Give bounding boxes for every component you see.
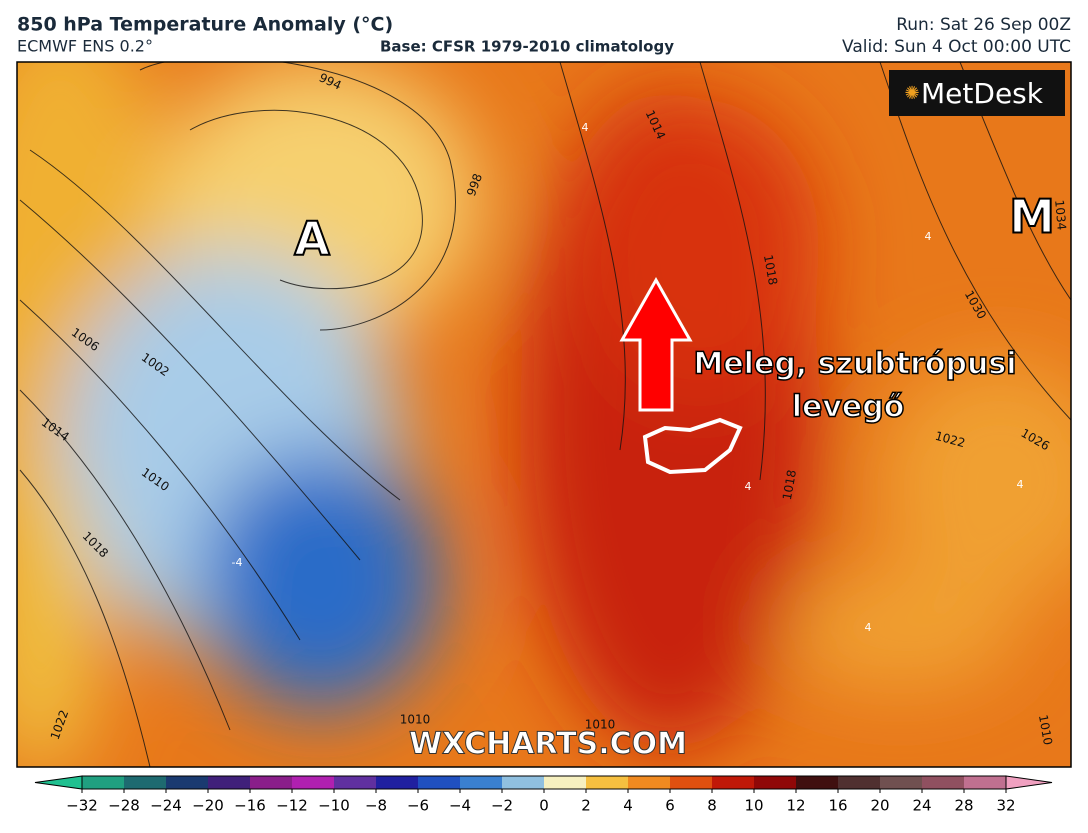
colorbar-tick-label: 6 [665,797,675,815]
colorbar-segment [838,776,881,789]
isobar-label: 1034 [1052,199,1069,231]
anomaly-label: 4 [925,230,932,243]
annotation: Meleg, szubtrópusi [693,347,1016,382]
colorbar-tick-label: −20 [192,797,224,815]
isobar-label: 1018 [780,469,799,502]
colorbar-tick-label: 16 [828,797,847,815]
high-label: M [1009,190,1055,244]
colorbar-tick-label: 4 [623,797,633,815]
colorbar-segment [670,776,713,789]
isobar-label: 1010 [400,713,431,727]
colorbar-segment [292,776,335,789]
colorbar: −32 −28 −24 −20 −16 −12 −10 −8 −6 −4 −2 0 2 4 6 8 10 12 16… [34,775,1053,815]
map: ✺ MetDesk WXCHARTS.COM M A Meleg, szubtr… [17,62,1071,767]
colorbar-tick-label: 20 [870,797,889,815]
anomaly-label: 4 [865,621,872,634]
colorbar-tick-label: 12 [786,797,805,815]
colorbar-segment [964,776,1007,789]
colorbar-tick-label: −6 [407,797,429,815]
isobars [19,62,1071,767]
colorbar-tick-label: 10 [744,797,763,815]
colorbar-segment [922,776,965,789]
map-frame [16,61,1072,768]
colorbar-segment [796,776,839,789]
colorbar-segment [418,776,461,789]
colorbar-tick-label: −8 [365,797,387,815]
colorbar-tick-label: 8 [707,797,717,815]
arrow [619,276,693,412]
isobar-label: 1010 [1036,714,1055,747]
colorbar-tick-label: −12 [276,797,308,815]
anomaly-label: 4 [582,121,589,134]
base: Base: CFSR 1979-2010 climatology [380,38,674,56]
colorbar-end [1005,775,1053,790]
logo-icon: ✺ [904,83,919,104]
anomaly-field [17,62,1071,767]
colorbar-segment [754,776,797,789]
colorbar-segment [334,776,377,789]
isobar-label: 1018 [761,254,780,287]
anomaly-label: 4 [1017,478,1024,491]
colorbar-tick-label: −28 [108,797,140,815]
colorbar-segment [628,776,671,789]
annotation: levegő [792,390,905,425]
colorbar-segment [544,776,587,789]
colorbar-segment [502,776,545,789]
anomaly-label: 4 [745,480,752,493]
colorbar-tick-label: 28 [954,797,973,815]
colorbar-tick-label: 32 [996,797,1015,815]
low-label: A [294,212,330,266]
valid: Valid: Sun 4 Oct 00:00 UTC [842,37,1071,57]
logo: MetDesk [921,77,1044,110]
logo-box [889,70,1065,116]
isobar-label: 1010 [585,718,616,732]
hungary-outline [642,417,743,475]
run: Run: Sat 26 Sep 00Z [896,15,1071,35]
colorbar-segment [880,776,923,789]
colorbar-tick-label: 0 [539,797,549,815]
colorbar-segment [208,776,251,789]
colorbar-segment [82,776,125,789]
colorbar-segment [124,776,167,789]
model: ECMWF ENS 0.2° [17,37,153,56]
watermark: WXCHARTS.COM [409,727,687,762]
colorbar-segment [586,776,629,789]
colorbar-tick-label: −24 [150,797,182,815]
colorbar-segment [376,776,419,789]
colorbar-tick-label: −16 [234,797,266,815]
colorbar-tick-label: 24 [912,797,931,815]
colorbar-segment [712,776,755,789]
colorbar-tick-label: −32 [66,797,98,815]
colorbar-tick-label: −4 [449,797,471,815]
colorbar-segment [460,776,503,789]
colorbar-tick-label: −2 [491,797,513,815]
colorbar-segment [166,776,209,789]
anomaly-label: -4 [232,556,243,569]
colorbar-tick-label: 2 [581,797,591,815]
colorbar-segment [250,776,293,789]
colorbar-tick-label: −10 [318,797,350,815]
title: 850 hPa Temperature Anomaly (°C) [17,14,393,36]
colorbar-end [34,775,83,790]
